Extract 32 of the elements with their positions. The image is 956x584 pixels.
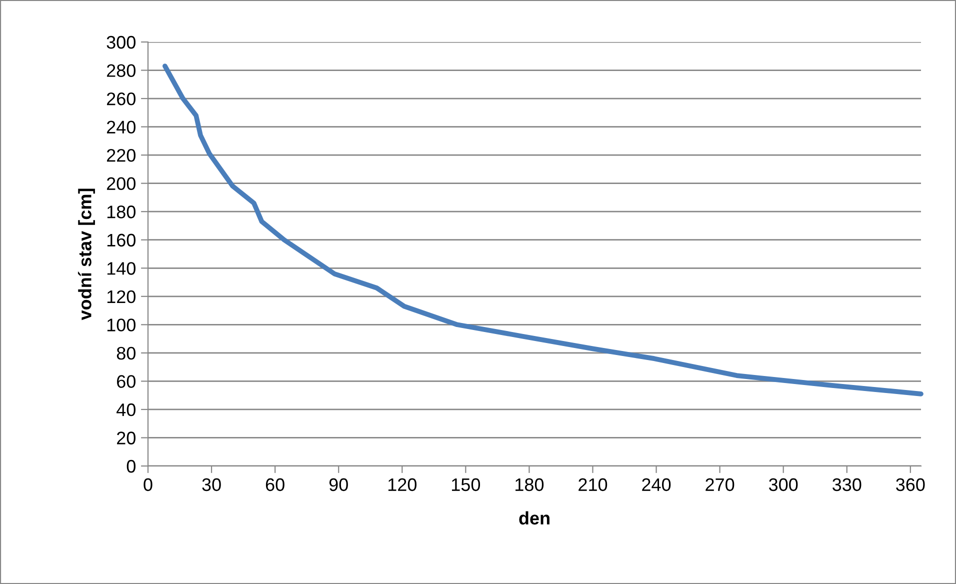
y-tick-label: 280 <box>106 64 136 77</box>
x-tick-label: 60 <box>266 478 284 492</box>
y-tick-label: 20 <box>117 432 136 444</box>
y-tick-label: 140 <box>107 262 136 275</box>
x-tick-label: 360 <box>896 478 925 492</box>
x-tick-label: 300 <box>768 478 798 492</box>
x-tick-label: 150 <box>452 478 480 492</box>
x-tick-label: 330 <box>832 478 862 492</box>
y-tick-label: 220 <box>106 149 136 162</box>
y-tick-label: 260 <box>106 92 136 106</box>
y-axis-title: vodní stav [cm] <box>78 188 95 320</box>
y-tick-label: 80 <box>116 346 136 360</box>
x-tick-label: 210 <box>578 478 608 492</box>
x-tick-label: 240 <box>642 478 671 492</box>
line-series <box>162 64 924 396</box>
y-tick-label: 120 <box>107 290 136 304</box>
x-tick-label: 30 <box>202 478 221 492</box>
y-tick-label: 100 <box>107 318 136 332</box>
y-tick-label: 200 <box>106 177 136 190</box>
x-tick-label: 90 <box>329 478 348 492</box>
x-tick-label: 120 <box>388 478 416 492</box>
y-tick-label: 180 <box>107 206 136 218</box>
x-tick-label: 0 <box>144 478 152 492</box>
y-tick-label: 160 <box>107 234 136 247</box>
x-tick-label: 180 <box>516 478 544 492</box>
y-tick-label: 240 <box>106 120 136 134</box>
y-tick-label: 0 <box>126 460 136 473</box>
x-tick-label: 270 <box>706 478 734 492</box>
x-axis-title: den <box>519 511 550 525</box>
y-tick-label: 300 <box>106 36 136 49</box>
y-tick-label: 60 <box>117 375 136 388</box>
y-tick-label: 40 <box>116 403 136 416</box>
